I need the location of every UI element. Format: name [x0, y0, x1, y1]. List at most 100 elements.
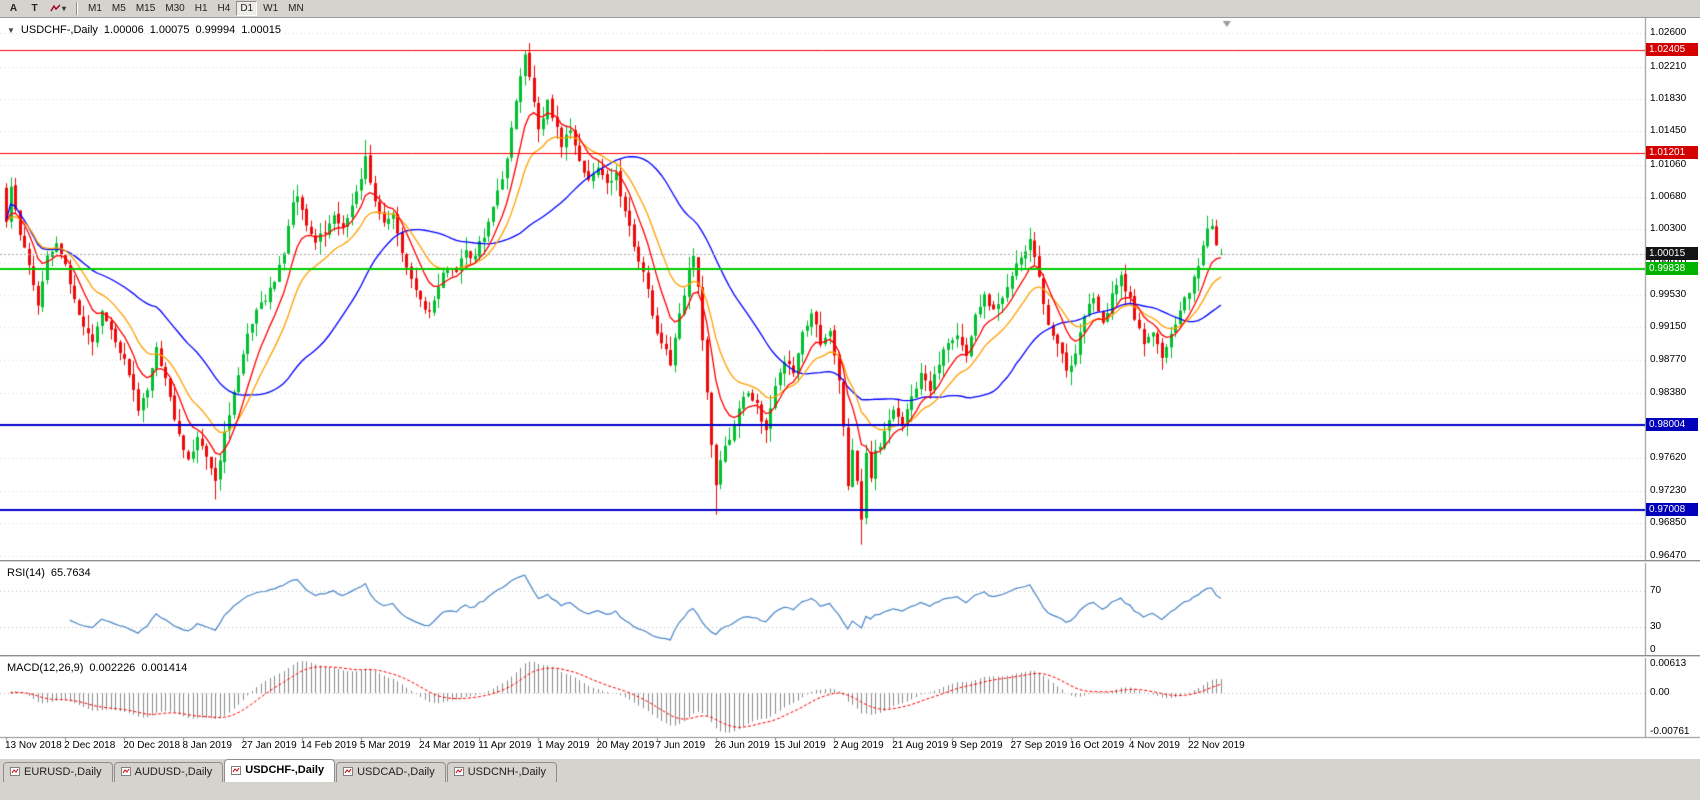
price-axis-label: 1.00300	[1650, 223, 1687, 235]
date-axis-label: 22 Nov 2019	[1188, 740, 1245, 751]
price-axis-label: 0.97230	[1650, 484, 1687, 496]
collapse-arrow-icon[interactable]: ▼	[7, 25, 15, 35]
indicator-dropdown-button[interactable]: ▾	[46, 1, 70, 16]
chart-tabs: EURUSD-,Daily AUDUSD-,Daily USDCHF-,Daily U…	[3, 759, 558, 782]
macd-name: MACD(12,26,9)	[7, 662, 84, 674]
rsi-axis-label: 0	[1650, 644, 1656, 655]
timeframe-button-m30[interactable]: M30	[161, 1, 188, 16]
timeframe-button-w1[interactable]: W1	[259, 1, 282, 16]
price-axis-label: 0.96850	[1650, 517, 1687, 529]
timeframe-button-m1[interactable]: M1	[84, 1, 106, 16]
chart-toolbar: A T ▾ M1 M5 M15 M30 H1 H4 D1 W1 MN	[0, 0, 1700, 18]
chart-icon	[453, 767, 464, 776]
price-axis-label: 0.98770	[1650, 353, 1687, 365]
chart-tab-eurusd[interactable]: EURUSD-,Daily	[3, 762, 113, 782]
toolbar-separator	[76, 2, 79, 15]
price-axis-label: 0.98380	[1650, 386, 1687, 398]
date-axis-label: 21 Aug 2019	[892, 740, 949, 751]
date-axis-label: 2 Dec 2018	[64, 740, 116, 751]
tab-label: AUDUSD-,Daily	[134, 765, 213, 778]
tab-label: USDCAD-,Daily	[357, 765, 435, 778]
date-axis-label: 8 Jan 2019	[182, 740, 232, 751]
chart-icon	[10, 767, 20, 776]
timeframe-button-m5[interactable]: M5	[108, 1, 130, 16]
rsi-value: 65.7634	[50, 567, 91, 579]
price-axis-label: 1.02600	[1650, 27, 1687, 39]
chart-window: ▼ USDCHF-,Daily 1.00006 1.00075 0.99994 …	[0, 18, 1700, 758]
price-badge: 0.98004	[1646, 418, 1698, 431]
date-axis-label: 20 Dec 2018	[123, 740, 181, 751]
tab-label: EURUSD-,Daily	[24, 765, 102, 778]
timeframe-button-h1[interactable]: H1	[191, 1, 212, 16]
chart-icon	[231, 765, 242, 775]
price-axis-label: 0.99150	[1650, 321, 1687, 333]
price-axis-label: 0.99530	[1650, 288, 1687, 300]
toolbar-button-t[interactable]: T	[25, 1, 44, 16]
timeframe-button-d1[interactable]: D1	[236, 1, 258, 16]
date-axis-label: 24 Mar 2019	[419, 740, 476, 751]
chart-icon	[120, 767, 131, 776]
zigzag-icon	[50, 4, 61, 12]
date-axis-label: 4 Nov 2019	[1128, 740, 1180, 751]
date-axis-label: 9 Sep 2019	[951, 740, 1003, 751]
tab-label: USDCHF-,Daily	[245, 764, 325, 776]
chart-ohlc-title: ▼ USDCHF-,Daily 1.00006 1.00075 0.99994 …	[7, 24, 287, 36]
macd-axis-label: -0.00761	[1650, 726, 1690, 737]
macd-indicator-label: MACD(12,26,9) 0.002226 0.001414	[7, 662, 193, 674]
date-axis-label: 13 Nov 2018	[5, 740, 62, 751]
macd-axis-label: 0.00613	[1650, 658, 1687, 669]
date-axis-label: 16 Oct 2019	[1069, 740, 1125, 751]
chart-icon	[343, 767, 354, 776]
panel-separator-rsi[interactable]	[0, 560, 1700, 563]
timeframe-button-m15[interactable]: M15	[132, 1, 159, 16]
chart-symbol-label: USDCHF-,Daily	[20, 24, 98, 36]
ohlc-low: 0.99994	[195, 24, 236, 36]
rsi-indicator-label: RSI(14) 65.7634	[7, 567, 97, 579]
tab-label: USDCNH-,Daily	[467, 765, 546, 778]
date-axis-label: 20 May 2019	[596, 740, 655, 751]
rsi-axis-label: 70	[1650, 584, 1662, 596]
chart-tab-usdchf[interactable]: USDCHF-,Daily	[224, 759, 336, 782]
chart-tab-audusd[interactable]: AUDUSD-,Daily	[113, 762, 224, 782]
rsi-axis-label: 30	[1650, 621, 1662, 633]
toolbar-left-group: A T ▾	[4, 1, 70, 16]
ohlc-close: 1.00015	[241, 24, 281, 36]
toolbar-button-a[interactable]: A	[4, 1, 23, 16]
price-badge: 1.01201	[1646, 145, 1698, 159]
price-axis-label: 1.01830	[1650, 92, 1687, 104]
ohlc-high: 1.00075	[149, 24, 190, 36]
price-axis-label: 0.96470	[1650, 549, 1687, 561]
date-axis-label: 14 Feb 2019	[300, 740, 357, 751]
timeframe-button-h4[interactable]: H4	[214, 1, 235, 16]
price-axis-label: 0.97620	[1650, 451, 1687, 463]
price-axis-label: 1.01450	[1650, 125, 1687, 137]
timeframe-group: M1 M5 M15 M30 H1 H4 D1 W1 MN	[84, 1, 308, 16]
date-axis-label: 2 Aug 2019	[833, 740, 884, 751]
macd-value-main: 0.002226	[89, 662, 136, 674]
price-axis-label: 1.01060	[1650, 158, 1687, 170]
macd-value-signal: 0.001414	[141, 662, 188, 674]
price-axis-label: 1.00680	[1650, 190, 1687, 202]
price-badge: 1.02405	[1646, 42, 1698, 56]
date-axis-label: 15 Jul 2019	[773, 740, 826, 751]
ohlc-open: 1.00006	[103, 24, 144, 36]
date-axis-label: 27 Sep 2019	[1010, 740, 1068, 751]
date-axis-label: 11 Apr 2019	[478, 740, 532, 751]
date-axis-label: 7 Jun 2019	[655, 740, 706, 751]
chart-tab-bar: EURUSD-,Daily AUDUSD-,Daily USDCHF-,Daily U…	[0, 758, 1700, 782]
price-chart-canvas[interactable]	[0, 18, 1700, 758]
chart-tab-usdcad[interactable]: USDCAD-,Daily	[336, 762, 446, 782]
date-axis-label: 1 May 2019	[537, 740, 590, 751]
panel-separator-macd[interactable]	[0, 655, 1700, 658]
date-axis-label: 5 Mar 2019	[359, 740, 411, 751]
macd-axis-label: 0.00	[1650, 687, 1670, 699]
chart-tab-usdcnh[interactable]: USDCNH-,Daily	[446, 762, 557, 782]
price-axis-label: 1.02210	[1650, 60, 1687, 72]
rsi-name: RSI(14)	[7, 567, 45, 579]
price-badge: 0.97008	[1646, 502, 1698, 516]
chevron-down-icon: ▾	[62, 4, 67, 13]
price-badge: 0.99838	[1646, 261, 1698, 275]
timeframe-button-mn[interactable]: MN	[284, 1, 308, 16]
date-axis-label: 26 Jun 2019	[714, 740, 770, 751]
